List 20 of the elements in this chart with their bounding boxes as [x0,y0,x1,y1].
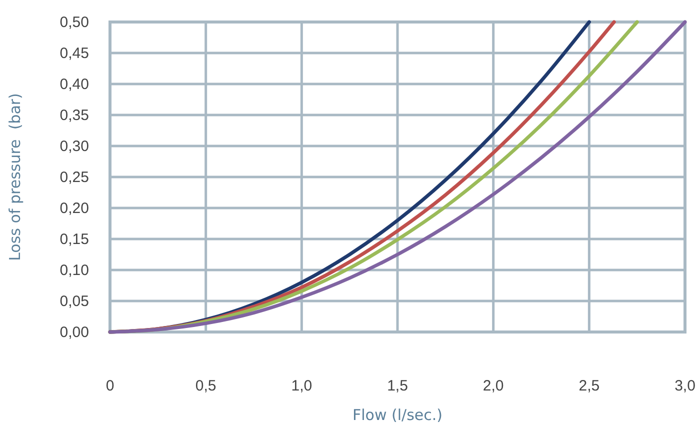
x-axis-title: Flow (l/sec.) [352,406,442,424]
x-tick-label: 1,0 [291,378,312,395]
x-tick-label: 0,5 [195,378,216,395]
y-tick-label: 0,45 [60,44,89,62]
y-tick-label: 0,05 [60,292,89,310]
y-tick-label: 0,40 [60,76,89,93]
x-tick-label: 1,5 [387,378,408,395]
y-tick-label: 0,35 [60,106,89,124]
x-tick-label: 2,5 [578,378,600,395]
y-tick-label: 0,30 [60,138,89,155]
y-tick-label: 0,20 [60,200,89,217]
x-tick-label: 2,0 [482,378,504,395]
y-tick-label: 0,00 [60,324,89,341]
x-tick-label: 3,0 [674,378,696,395]
x-tick-label: 0 [106,378,114,395]
y-tick-label: 0,10 [60,262,89,279]
y-tick-label: 0,25 [60,168,89,186]
y-tick-label: 0,15 [60,230,89,248]
y-tick-label: 0,50 [60,14,89,31]
y-axis-title: Loss of pressure (bar) [6,93,24,261]
